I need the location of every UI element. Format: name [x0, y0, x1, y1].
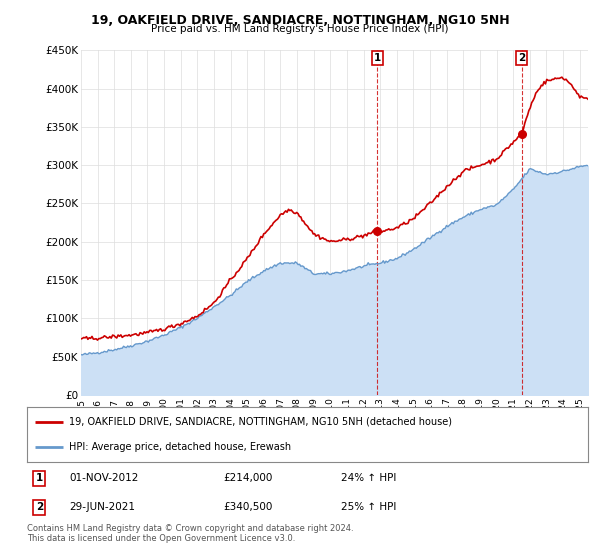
Text: 19, OAKFIELD DRIVE, SANDIACRE, NOTTINGHAM, NG10 5NH (detached house): 19, OAKFIELD DRIVE, SANDIACRE, NOTTINGHA…	[69, 417, 452, 427]
Text: 1: 1	[374, 53, 381, 63]
Text: 25% ↑ HPI: 25% ↑ HPI	[341, 502, 397, 512]
Text: Price paid vs. HM Land Registry's House Price Index (HPI): Price paid vs. HM Land Registry's House …	[151, 24, 449, 34]
Text: 2: 2	[518, 53, 525, 63]
Text: 1: 1	[36, 473, 43, 483]
Text: 29-JUN-2021: 29-JUN-2021	[69, 502, 135, 512]
Text: 2: 2	[36, 502, 43, 512]
Text: 24% ↑ HPI: 24% ↑ HPI	[341, 473, 397, 483]
Text: 19, OAKFIELD DRIVE, SANDIACRE, NOTTINGHAM, NG10 5NH: 19, OAKFIELD DRIVE, SANDIACRE, NOTTINGHA…	[91, 14, 509, 27]
Text: 01-NOV-2012: 01-NOV-2012	[69, 473, 139, 483]
Text: HPI: Average price, detached house, Erewash: HPI: Average price, detached house, Erew…	[69, 442, 291, 452]
Text: Contains HM Land Registry data © Crown copyright and database right 2024.
This d: Contains HM Land Registry data © Crown c…	[27, 524, 353, 543]
Text: £340,500: £340,500	[223, 502, 273, 512]
Text: £214,000: £214,000	[223, 473, 273, 483]
